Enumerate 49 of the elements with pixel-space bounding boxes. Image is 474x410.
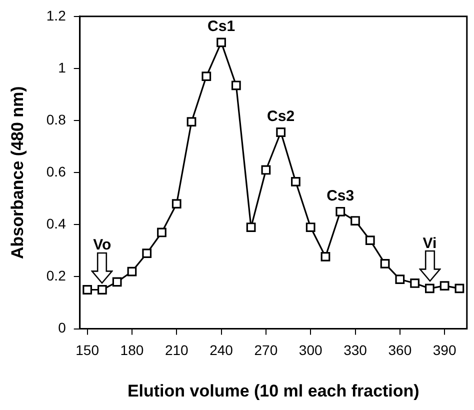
point [82,285,92,294]
y-tick-label: 0.6 [46,163,66,180]
point [246,222,256,232]
x-tick-label: 150 [76,342,100,358]
y-tick-label: 1 [58,59,66,76]
point [336,206,346,216]
annotation: Cs2 [267,108,295,125]
x-tick-label: 300 [298,342,322,358]
point [157,228,166,238]
annotation: Cs3 [326,187,354,204]
y-tick-label: 1.2 [46,7,66,24]
y-tick-label: 0 [58,320,66,336]
point [216,38,226,48]
y-tick-label: 0.2 [46,268,66,284]
x-tick-label: 210 [164,342,189,358]
point [350,216,360,226]
point [320,252,330,262]
point [380,259,390,268]
point [424,284,434,294]
point [276,128,286,137]
point [365,236,375,245]
point [440,281,450,291]
point [127,266,137,276]
point [291,177,300,186]
point [186,117,196,127]
point [98,285,107,294]
point [261,165,271,175]
point [202,72,212,81]
y-tick-label: 0.4 [46,216,66,232]
point [395,274,405,284]
point [410,278,420,288]
point [142,248,152,258]
x-axis-title: Elution volume (10 ml each fraction) [127,381,420,400]
x-tick-label: 240 [210,342,234,358]
point [172,199,182,209]
point [306,222,316,232]
y-tick-label: 0.8 [46,111,66,128]
x-tick-label: 180 [120,342,144,358]
point [112,277,122,287]
y-axis-title: Absorbance (480 nm) [8,86,27,260]
x-tick-label: 330 [344,342,368,358]
annotation: Cs1 [208,18,236,36]
x-tick-label: 390 [432,342,456,358]
point [231,80,241,90]
x-tick-label: 360 [388,342,412,358]
annotation: Vi [422,235,437,252]
x-tick-label: 270 [254,342,278,358]
point [454,284,464,294]
annotation: Vo [93,236,112,254]
